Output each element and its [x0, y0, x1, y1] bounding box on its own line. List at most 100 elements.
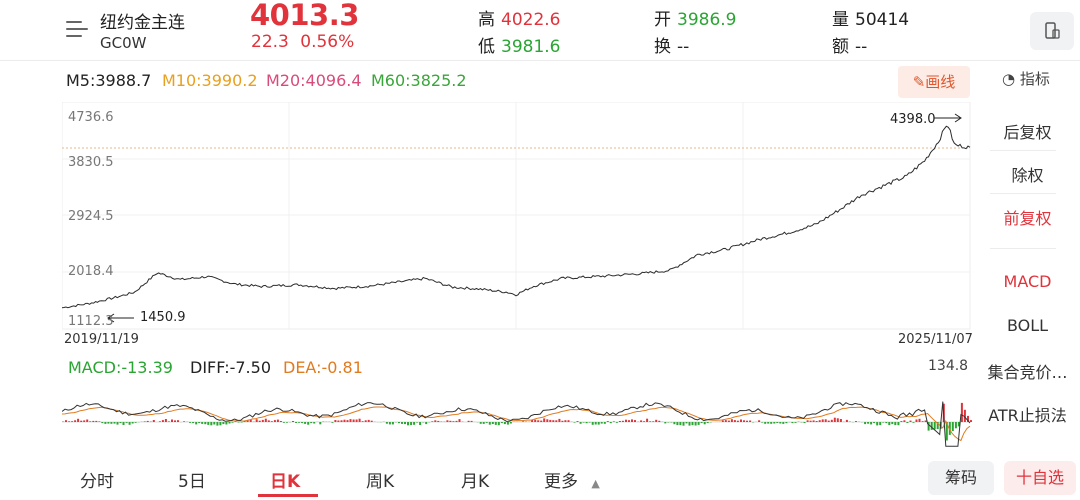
macd-bar: [488, 422, 491, 425]
macd-bar: [664, 422, 667, 424]
macd-bar: [92, 420, 95, 422]
macd-bar: [65, 420, 67, 422]
diff-line: [62, 401, 971, 447]
macd-bar: [264, 418, 267, 422]
macd-bar: [900, 421, 903, 422]
macd-bar: [697, 422, 700, 425]
price-chart[interactable]: [62, 102, 972, 330]
side-divider: [990, 150, 1056, 151]
macd-bar: [724, 420, 727, 422]
min-marker: [107, 313, 134, 323]
macd-bar: [588, 422, 591, 423]
macd-bar: [873, 422, 876, 424]
macd-bar: [888, 422, 891, 426]
macd-bar: [255, 419, 258, 422]
ex-rights-option[interactable]: 除权: [1011, 166, 1044, 185]
macd-bar: [246, 420, 249, 422]
macd-bar: [497, 422, 500, 426]
y-tick-label: 2924.5: [68, 209, 114, 224]
macd-bar: [815, 421, 818, 422]
macd-bar: [107, 422, 110, 424]
auction-option[interactable]: 集合竞价…: [987, 363, 1068, 382]
y-tick-label: 2018.4: [68, 264, 114, 279]
macd-bar: [954, 422, 957, 429]
macd-bar: [791, 422, 794, 424]
macd-bar: [685, 422, 688, 424]
indicator-button[interactable]: ◔ 指标: [1002, 68, 1050, 89]
chips-button[interactable]: 筹码: [928, 461, 994, 495]
turnover-stat: 换 --: [654, 32, 689, 57]
macd-bar: [567, 420, 570, 422]
diff-value: DIFF:-7.50: [190, 358, 271, 377]
macd-chart[interactable]: [62, 372, 972, 450]
macd-bar: [706, 422, 709, 424]
high-label: 高: [478, 10, 495, 30]
tab-daily-k[interactable]: 日K: [270, 472, 301, 492]
macd-bar: [915, 419, 918, 422]
macd-bar: [225, 422, 228, 425]
macd-bar: [189, 422, 192, 423]
macd-bar: [434, 420, 437, 422]
macd-bar: [806, 420, 809, 422]
macd-bar: [267, 420, 270, 422]
macd-bar: [700, 422, 703, 424]
macd-bar: [509, 422, 512, 424]
macd-bar: [573, 422, 576, 423]
menu-icon[interactable]: [66, 20, 88, 38]
instrument-name: 纽约金主连: [100, 13, 185, 33]
macd-option[interactable]: MACD: [1003, 272, 1052, 291]
adjust-back-option[interactable]: 后复权: [1003, 123, 1052, 142]
volume-value: 50414: [855, 10, 910, 30]
macd-bar: [74, 420, 77, 422]
macd-bar: [779, 422, 782, 424]
macd-bar: [86, 419, 89, 422]
macd-bar: [921, 421, 924, 422]
macd-bar: [758, 420, 761, 422]
side-divider: [990, 193, 1056, 194]
macd-bar: [404, 422, 406, 425]
macd-bar: [767, 422, 770, 424]
macd-bar: [282, 422, 285, 423]
macd-bar: [452, 421, 455, 422]
macd-bar: [864, 422, 867, 425]
tab-intraday[interactable]: 分时: [80, 472, 114, 492]
low-stat: 低 3981.6: [478, 32, 560, 57]
macd-bar: [621, 420, 624, 422]
macd-bar: [416, 422, 419, 423]
macd-bar: [691, 422, 694, 426]
tab-monthly-k[interactable]: 月K: [461, 472, 490, 492]
macd-bar: [210, 422, 213, 426]
add-watchlist-button[interactable]: 十自选: [1004, 461, 1076, 495]
draw-line-button[interactable]: ✎画线: [898, 66, 970, 98]
macd-bar: [503, 422, 506, 425]
macd-bar: [903, 420, 906, 422]
macd-bar: [818, 420, 821, 422]
tab-weekly-k[interactable]: 周K: [366, 472, 395, 492]
macd-bar: [410, 422, 413, 426]
macd-bar: [643, 421, 646, 422]
macd-bar: [134, 422, 137, 423]
macd-value: MACD:-13.39: [68, 358, 173, 377]
open-label: 开: [654, 10, 671, 30]
atr-option[interactable]: ATR止损法: [988, 406, 1067, 425]
macd-bar: [957, 422, 960, 427]
macd-bar: [561, 420, 564, 422]
macd-bar: [733, 420, 736, 422]
macd-bar: [158, 421, 161, 422]
macd-bar: [543, 418, 546, 422]
tab-more[interactable]: 更多 ▲: [544, 467, 600, 492]
tab-5day[interactable]: 5日: [178, 472, 206, 492]
macd-bar: [101, 422, 104, 424]
macd-bar: [936, 422, 939, 430]
macd-bar: [71, 421, 74, 422]
macd-bar: [249, 419, 252, 422]
macd-bar: [564, 420, 567, 422]
landscape-button[interactable]: [1030, 12, 1074, 50]
macd-bar: [673, 422, 676, 425]
macd-bar: [131, 422, 134, 424]
boll-option[interactable]: BOLL: [1006, 316, 1049, 335]
macd-bar: [546, 419, 549, 422]
macd-bar: [128, 422, 131, 425]
adjust-front-option[interactable]: 前复权: [1003, 209, 1052, 228]
macd-bar: [618, 421, 621, 422]
